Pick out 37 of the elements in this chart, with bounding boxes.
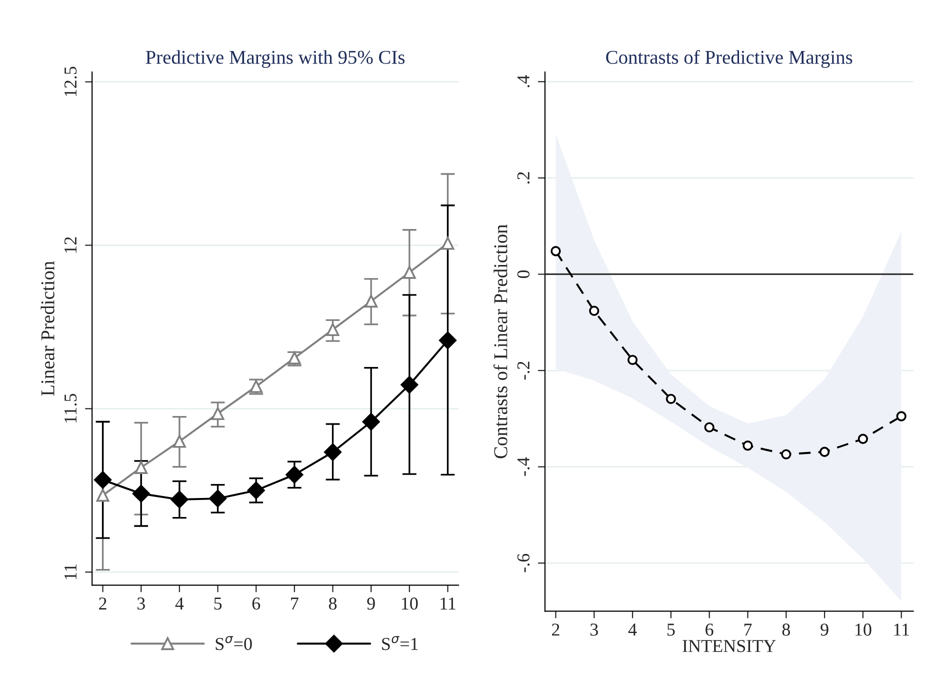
x-tick-label: 5 — [667, 624, 675, 636]
x-tick-label: 7 — [291, 598, 298, 610]
x-tick-label: 5 — [214, 598, 222, 610]
y-tick-label: 11 — [64, 564, 76, 580]
x-tick-label: 8 — [782, 624, 790, 636]
legend-label: S$^{σ}$=0 — [216, 636, 252, 650]
x-tick-label: 2 — [99, 598, 106, 610]
x-axis-title: INTENSITY — [682, 640, 776, 652]
x-tick-label: 6 — [252, 598, 260, 610]
y-tick-label: -.2 — [517, 362, 530, 380]
chart-title: Contrasts of Predictive Margins — [606, 50, 852, 68]
x-tick-label: 4 — [175, 598, 184, 610]
legend-label: S$^{σ}$=1 — [382, 636, 418, 650]
y-tick-label: .4 — [517, 75, 530, 88]
y-tick-label: .2 — [517, 172, 530, 184]
x-tick-label: 7 — [744, 624, 752, 636]
x-tick-label: 10 — [402, 597, 418, 610]
x-tick-label: 2 — [552, 624, 560, 636]
x-tick-label: 10 — [856, 624, 872, 636]
x-tick-label: 9 — [367, 598, 375, 610]
y-tick-label: -.4 — [517, 457, 530, 476]
y-axis-title: Linear Prediction — [40, 261, 54, 396]
x-tick-label: 9 — [820, 624, 828, 636]
y-tick-label: 12 — [64, 237, 76, 253]
y-tick-label: 11.5 — [64, 394, 77, 423]
y-axis-title: Contrasts of Linear Prediction — [493, 224, 508, 458]
x-tick-label: 11 — [440, 598, 456, 610]
y-tick-label: -.6 — [517, 554, 530, 572]
y-tick-label: 12.5 — [64, 66, 77, 96]
x-tick-label: 3 — [137, 598, 145, 610]
x-tick-label: 8 — [328, 597, 337, 610]
x-tick-label: 6 — [706, 624, 714, 636]
x-tick-label: 11 — [894, 624, 909, 636]
x-tick-label: 4 — [628, 624, 637, 636]
x-tick-label: 3 — [590, 624, 598, 636]
y-tick-label: 0 — [517, 270, 530, 278]
chart-title: Predictive Margins with 95% CIs — [146, 50, 405, 68]
